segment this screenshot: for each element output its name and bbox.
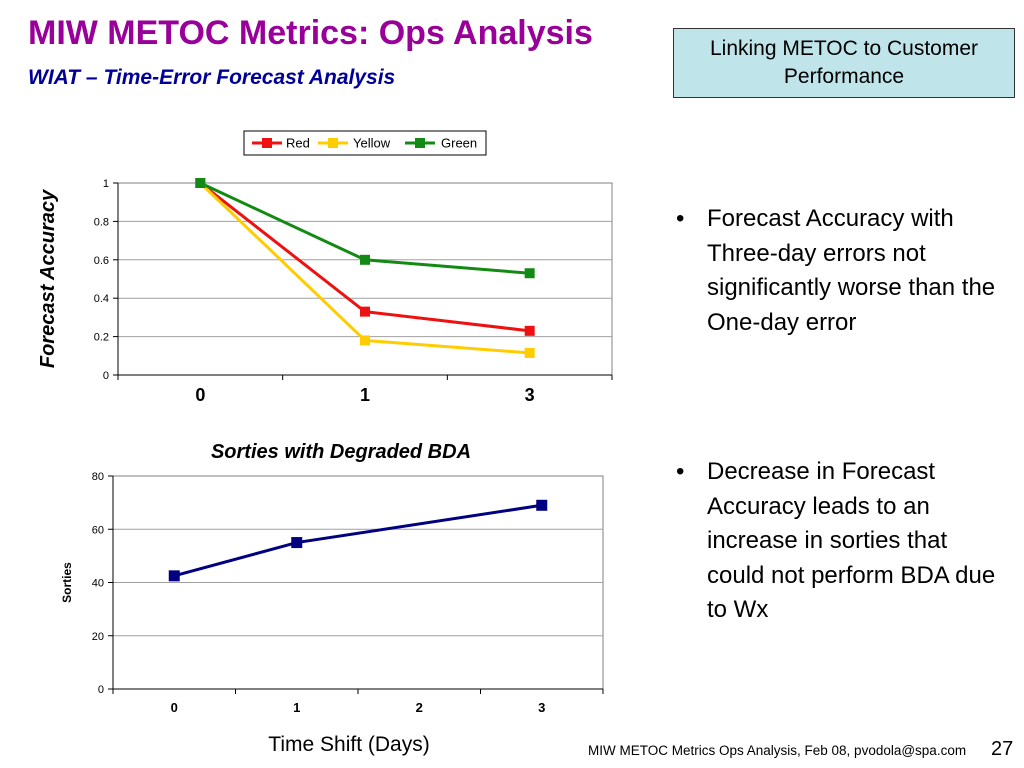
data-point-green bbox=[360, 254, 370, 265]
data-point-yellow bbox=[360, 335, 370, 346]
y-tick-label: 80 bbox=[92, 471, 104, 483]
bullet-item: • Decrease in Forecast Accuracy leads to… bbox=[674, 455, 1004, 628]
y-tick-label: 0.2 bbox=[94, 332, 109, 344]
bullet-item: • Forecast Accuracy with Three-day error… bbox=[674, 202, 1004, 340]
x-tick-label: 0 bbox=[171, 700, 178, 715]
bullet-text: Forecast Accuracy with Three-day errors … bbox=[707, 205, 996, 336]
legend-box bbox=[243, 130, 487, 156]
y-tick-label: 0.6 bbox=[94, 255, 109, 267]
legend-swatch-marker bbox=[415, 138, 425, 148]
slide-title: MIW METOC Metrics: Ops Analysis bbox=[28, 14, 593, 52]
data-point bbox=[536, 499, 548, 511]
legend-swatch-marker bbox=[262, 138, 272, 148]
x-axis-label: Time Shift (Days) bbox=[268, 733, 429, 756]
x-tick-label: 1 bbox=[360, 385, 370, 405]
data-point-green bbox=[524, 268, 535, 279]
data-point bbox=[291, 537, 303, 549]
y-tick-label: 0.8 bbox=[94, 216, 109, 228]
x-tick-label: 3 bbox=[538, 700, 545, 715]
y-tick-label: 0 bbox=[103, 370, 109, 382]
data-point-red bbox=[524, 325, 535, 336]
footer-text: MIW METOC Metrics Ops Analysis, Feb 08, … bbox=[588, 743, 967, 758]
bullet-text: Decrease in Forecast Accuracy leads to a… bbox=[707, 458, 996, 623]
data-point-yellow bbox=[524, 347, 535, 358]
callout-box: Linking METOC to Customer Performance bbox=[673, 28, 1015, 98]
data-point bbox=[168, 570, 180, 582]
chart-title: Sorties with Degraded BDA bbox=[211, 441, 471, 463]
bullet-marker: • bbox=[676, 458, 685, 485]
legend-swatch-marker bbox=[328, 138, 338, 148]
data-point-red bbox=[360, 306, 370, 317]
y-tick-label: 60 bbox=[92, 524, 104, 536]
legend-entry: Yellow bbox=[353, 136, 391, 151]
bullet-marker: • bbox=[676, 205, 685, 232]
callout-text: Linking METOC to Customer Performance bbox=[709, 37, 979, 88]
data-point-green bbox=[195, 178, 206, 188]
x-tick-label: 2 bbox=[416, 700, 423, 715]
x-tick-label: 0 bbox=[195, 385, 205, 405]
y-tick-label: 0 bbox=[98, 684, 104, 696]
slide-subtitle: WIAT – Time-Error Forecast Analysis bbox=[28, 66, 396, 89]
x-tick-label: 3 bbox=[525, 385, 535, 405]
x-tick-label: 1 bbox=[293, 700, 300, 715]
y-tick-label: 0.4 bbox=[94, 293, 109, 305]
y-tick-label: 1 bbox=[103, 178, 109, 190]
y-axis-label: Forecast Accuracy bbox=[37, 189, 59, 368]
y-tick-label: 20 bbox=[92, 631, 104, 643]
legend-entry: Red bbox=[286, 136, 310, 151]
y-axis-label: Sorties bbox=[60, 562, 74, 603]
y-tick-label: 40 bbox=[92, 578, 104, 590]
legend-entry: Green bbox=[441, 136, 477, 151]
page-number: 27 bbox=[991, 738, 1014, 760]
